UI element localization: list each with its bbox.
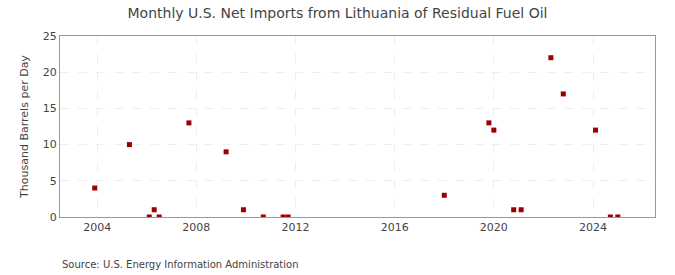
svg-text:2012: 2012 — [282, 221, 310, 234]
svg-text:20: 20 — [43, 66, 57, 79]
svg-text:0: 0 — [50, 211, 57, 224]
svg-text:2008: 2008 — [182, 221, 210, 234]
svg-text:15: 15 — [43, 102, 57, 115]
svg-text:Monthly U.S. Net Imports from: Monthly U.S. Net Imports from Lithuania … — [128, 5, 548, 21]
svg-text:2020: 2020 — [480, 221, 508, 234]
svg-text:5: 5 — [50, 175, 57, 188]
svg-text:2004: 2004 — [83, 221, 111, 234]
svg-text:25: 25 — [43, 30, 57, 43]
svg-text:Source: U.S. Energy Informatio: Source: U.S. Energy Information Administ… — [62, 259, 299, 270]
svg-text:Thousand Barrels per Day: Thousand Barrels per Day — [18, 55, 31, 199]
svg-text:2024: 2024 — [579, 221, 607, 234]
svg-text:10: 10 — [43, 138, 57, 151]
svg-text:2016: 2016 — [381, 221, 409, 234]
